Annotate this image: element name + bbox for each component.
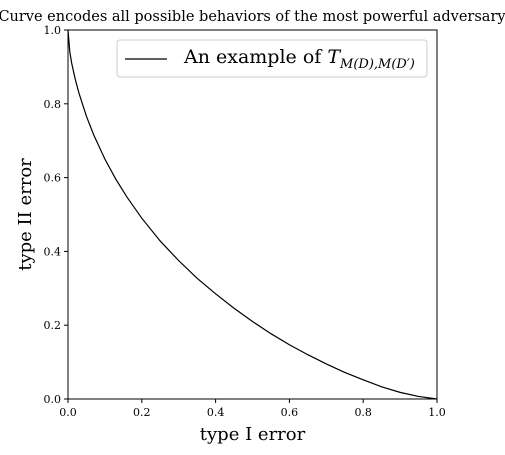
y-tick-label: 0.0: [44, 393, 62, 406]
plot-frame: [67, 29, 438, 400]
y-tick-label: 1.0: [44, 24, 62, 37]
x-tick-label: 0.0: [59, 406, 77, 419]
x-tick-label: 0.8: [354, 406, 372, 419]
x-axis-label: type I error: [200, 424, 306, 445]
legend-label: An example of TM(D),M(D′): [183, 46, 415, 72]
legend-box: [116, 39, 428, 78]
series-line: [67, 29, 438, 400]
y-axis-label: type II error: [15, 158, 36, 271]
y-tick-label: 0.2: [44, 319, 62, 332]
legend: An example of TM(D),M(D′): [116, 39, 428, 78]
y-tick-label: 0.4: [44, 245, 62, 258]
x-tick-label: 0.6: [281, 406, 299, 419]
plot-area: [67, 29, 438, 400]
x-axis-ticks: 0.0 0.2 0.4 0.6 0.8 1.0: [59, 399, 446, 419]
x-tick-label: 1.0: [428, 406, 446, 419]
legend-subscript: M(D),M(D′): [339, 57, 415, 72]
chart-title: Curve encodes all possible behaviors of …: [0, 9, 505, 25]
y-tick-label: 0.8: [44, 98, 62, 111]
legend-prefix: An example of: [183, 46, 327, 68]
legend-symbol: T: [327, 46, 341, 68]
x-tick-label: 0.2: [133, 406, 151, 419]
y-axis-ticks: 0.0 0.2 0.4 0.6 0.8 1.0: [44, 24, 68, 406]
x-tick-label: 0.4: [207, 406, 225, 419]
y-tick-label: 0.6: [44, 172, 62, 185]
